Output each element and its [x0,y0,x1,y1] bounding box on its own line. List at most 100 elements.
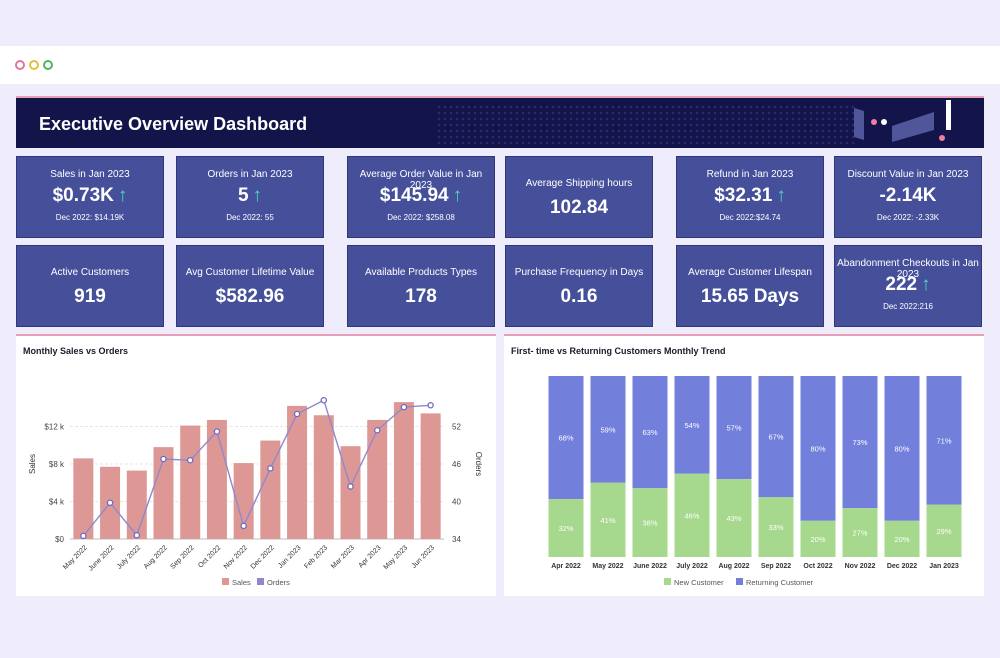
orders-point[interactable] [400,403,408,411]
minimize-window-icon[interactable] [29,60,39,70]
kpi-card-sales-in-jan-2023[interactable]: Sales in Jan 2023 $0.73K ↑ Dec 2022: $14.19… [16,156,164,238]
kpi-title: Sales in Jan 2023 [50,169,130,180]
new-customer-bar[interactable] [758,497,794,557]
x-tick-label: Jun 2023 [411,544,436,569]
y-tick-label: $0 [55,535,64,544]
returning-customer-data-label: 73% [852,438,867,447]
kpi-value: $582.96 [215,286,285,307]
returning-customer-bar[interactable] [758,376,794,498]
legend-label-orders[interactable]: Orders [267,578,290,587]
returning-customer-data-label: 54% [684,421,699,430]
maximize-window-icon[interactable] [43,60,53,70]
sales-bar[interactable] [180,425,201,539]
x-tick-label: Sep 2022 [761,563,791,570]
orders-point[interactable] [240,522,247,530]
orders-point[interactable] [293,410,301,418]
orders-point[interactable] [106,499,114,506]
new-customer-data-label: 33% [768,523,783,532]
kpi-title: Discount Value in Jan 2023 [847,169,969,180]
orders-line [82,399,431,537]
x-tick-label: Oct 2022 [803,563,832,570]
sales-bar[interactable] [126,470,147,539]
returning-customer-bar[interactable] [716,376,752,480]
kpi-card-average-customer-lifespan[interactable]: Average Customer Lifespan 15.65 Days [676,245,824,327]
kpi-card-purchase-frequency-in-days[interactable]: Purchase Frequency in Days 0.16 [505,245,653,327]
kpi-title: Abandonment Checkouts in Jan 2023 [837,258,979,280]
legend-label-new-customer[interactable]: New Customer [674,578,724,587]
returning-customer-bar[interactable] [926,376,962,505]
x-tick-label: Aug 2022 [718,563,749,570]
kpi-card-available-products-types[interactable]: Available Products Types 178 [347,245,495,327]
new-customer-bar[interactable] [800,520,836,557]
orders-point[interactable] [186,457,194,464]
legend-swatch-sales[interactable] [222,578,229,585]
legend-swatch-returning-customer[interactable] [736,578,743,585]
page-title: Executive Overview Dashboard [39,114,308,134]
orders-point[interactable] [347,483,354,490]
kpi-comparison: Dec 2022: 55 [226,213,274,222]
close-window-icon[interactable] [15,60,25,70]
kpi-title: Available Products Types [365,267,477,278]
sales-bar[interactable] [393,402,414,539]
sales-bar[interactable] [153,447,174,539]
sales-bar[interactable] [233,463,254,539]
legend-label-returning-customer[interactable]: Returning Customer [746,578,814,587]
kpi-card-abandonment-checkouts-in-jan-2023[interactable]: Abandonment Checkouts in Jan 2023 222 ↑ Dec… [834,245,982,327]
legend-swatch-orders[interactable] [257,578,264,585]
kpi-value-line: $145.94 ↑ [348,185,494,207]
orders-point[interactable] [80,532,87,540]
returning-customer-bar[interactable] [632,376,668,489]
sales-bar[interactable] [367,419,388,539]
new-customer-bar[interactable] [674,473,710,557]
banner-decoration-icon [854,100,951,142]
kpi-value: 5 [237,185,249,206]
kpi-value: $32.31 [714,185,773,206]
orders-point[interactable] [133,531,141,539]
legend-swatch-new-customer[interactable] [664,578,671,585]
kpi-card-orders-in-jan-2023[interactable]: Orders in Jan 2023 5 ↑ Dec 2022: 55 [176,156,324,238]
returning-customer-bar[interactable] [800,376,836,521]
x-tick-label: Oct 2022 [197,544,222,569]
x-tick-label: June 2022 [87,544,115,572]
kpi-card-average-order-value-in-jan-2023[interactable]: Average Order Value in Jan 2023 $145.94 ↑ D… [347,156,495,238]
kpi-value: -2.14K [879,185,937,206]
kpi-card-average-shipping-hours[interactable]: Average Shipping hours 102.84 [505,156,653,238]
new-customer-bar[interactable] [590,482,626,557]
new-customer-bar[interactable] [926,504,962,557]
orders-point[interactable] [320,397,328,404]
orders-point[interactable] [427,402,434,409]
sales-bar[interactable] [287,405,308,539]
sales-bar[interactable] [73,458,94,539]
sales-bar[interactable] [420,413,441,539]
new-customer-bar[interactable] [884,520,920,557]
orders-point[interactable] [267,465,274,472]
trend-up-arrow-icon: ↑ [252,185,263,206]
kpi-card-discount-value-in-jan-2023[interactable]: Discount Value in Jan 2023 -2.14K Dec 2022… [834,156,982,238]
sales-bar[interactable] [260,440,281,539]
kpi-value: 178 [405,286,437,307]
returning-customer-bar[interactable] [884,376,920,521]
orders-point[interactable] [160,455,167,463]
new-customer-bar[interactable] [632,488,668,557]
monthly-sales-orders-panel: Monthly Sales vs Orders $0 $4 k $8 k $12 k 3… [16,334,496,596]
sales-bar[interactable] [206,419,227,539]
returning-customer-bar[interactable] [590,376,626,483]
orders-point[interactable] [373,427,381,434]
x-tick-label: July 2022 [676,563,708,570]
new-customer-bar[interactable] [548,499,584,557]
sales-bar[interactable] [340,446,361,539]
kpi-value-line: $0.73K ↑ [17,185,163,207]
returning-customer-bar[interactable] [674,376,710,474]
legend-label-sales[interactable]: Sales [232,578,251,587]
returning-customer-bar[interactable] [548,376,584,500]
kpi-card-refund-in-jan-2023[interactable]: Refund in Jan 2023 $32.31 ↑ Dec 2022:$24.74 [676,156,824,238]
orders-point[interactable] [213,428,221,435]
kpi-card-avg-customer-lifetime-value[interactable]: Avg Customer Lifetime Value $582.96 [176,245,324,327]
kpi-value: 102.84 [549,197,609,218]
sales-bar[interactable] [313,415,334,539]
returning-customer-bar[interactable] [842,376,878,509]
new-customer-bar[interactable] [842,508,878,557]
kpi-value: 15.65 Days [700,286,800,307]
kpi-card-active-customers[interactable]: Active Customers 919 [16,245,164,327]
new-customer-bar[interactable] [716,479,752,557]
